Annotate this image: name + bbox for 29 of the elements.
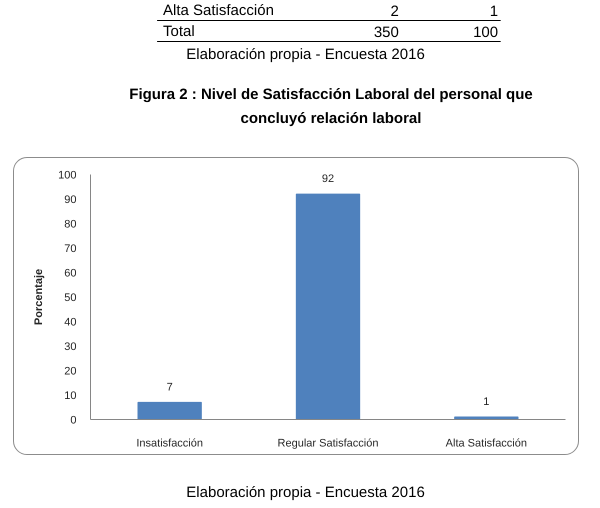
x-tick-label: Insatisfacción bbox=[136, 438, 203, 450]
text: Alta Satisfacción bbox=[163, 2, 274, 19]
text: 100 bbox=[473, 24, 498, 41]
y-axis-title: Porcentaje bbox=[33, 268, 46, 326]
data-label: 7 bbox=[166, 381, 173, 394]
data-label: 1 bbox=[483, 396, 490, 408]
text: 1 bbox=[490, 3, 498, 20]
text: Elaboración propia - Encuesta 2016 bbox=[186, 46, 425, 63]
y-tick-label: 50 bbox=[64, 292, 77, 304]
y-tick-label: 30 bbox=[64, 341, 77, 353]
text: Elaboración propia - Encuesta 2016 bbox=[186, 484, 425, 501]
data-label: 92 bbox=[322, 173, 334, 186]
x-tick-label: Alta Satisfacción bbox=[446, 438, 527, 450]
y-tick-label: 70 bbox=[64, 243, 77, 255]
text: 350 bbox=[374, 24, 399, 41]
bar bbox=[296, 194, 360, 420]
y-tick-label: 80 bbox=[64, 218, 77, 230]
text: Total bbox=[163, 23, 195, 40]
y-tick-label: 90 bbox=[64, 194, 77, 206]
y-tick-label: 10 bbox=[64, 390, 77, 402]
y-tick-label: 20 bbox=[64, 366, 77, 378]
x-tick-label: Regular Satisfacción bbox=[278, 438, 378, 450]
y-tick-label: 60 bbox=[64, 268, 77, 280]
text: 2 bbox=[390, 3, 399, 20]
y-tick-label: 0 bbox=[70, 414, 77, 426]
bar bbox=[138, 402, 202, 420]
y-tick-label: 40 bbox=[64, 316, 77, 328]
chart-title: Figura 2 : Nivel de Satisfacción Laboral del personal que concluyó relación laboral bbox=[129, 86, 533, 127]
y-tick-label: 100 bbox=[58, 170, 77, 182]
